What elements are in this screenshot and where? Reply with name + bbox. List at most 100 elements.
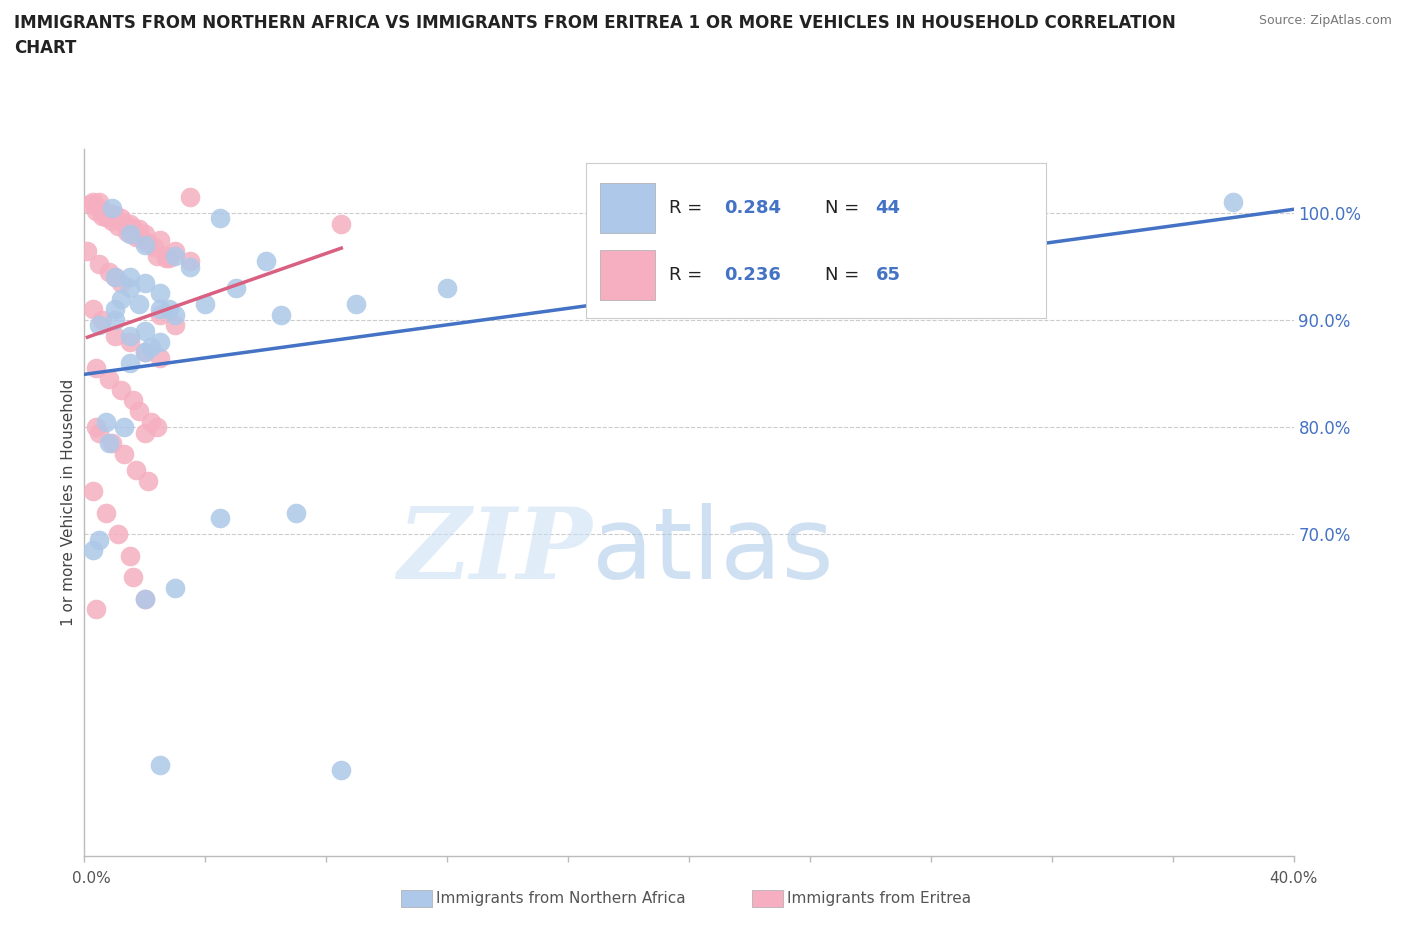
Point (179, 190, 201, 205)
Point (134, 591, 156, 606)
Point (149, 286, 172, 300)
Point (89, 195, 111, 210)
Point (165, 248, 187, 263)
Point (107, 219, 129, 233)
Point (142, 240, 165, 255)
Point (97, 436, 120, 451)
Point (100, 213, 122, 228)
Point (330, 763, 353, 777)
Point (165, 243, 187, 258)
Point (165, 580, 187, 595)
Point (107, 527, 129, 542)
Point (270, 307, 292, 322)
Point (139, 415, 162, 430)
Y-axis label: 1 or more Vehicles in Household: 1 or more Vehicles in Household (60, 379, 76, 626)
Point (194, 297, 217, 312)
Point (225, 281, 247, 296)
Point (118, 270, 141, 285)
Point (110, 211, 132, 226)
Point (165, 307, 187, 322)
Text: atlas: atlas (592, 503, 834, 600)
Point (104, 302, 127, 317)
Point (285, 506, 308, 521)
Point (100, 436, 122, 451)
Point (125, 229, 148, 244)
Point (131, 232, 153, 246)
Point (149, 334, 172, 349)
Point (136, 235, 159, 250)
Text: IMMIGRANTS FROM NORTHERN AFRICA VS IMMIGRANTS FROM ERITREA 1 OR MORE VEHICLES IN: IMMIGRANTS FROM NORTHERN AFRICA VS IMMIG… (14, 14, 1175, 32)
Point (134, 275, 156, 290)
Point (89, 318, 111, 333)
Text: ZIP: ZIP (398, 503, 592, 600)
Point (94, 415, 117, 430)
Point (1222, 195, 1244, 210)
Text: CHART: CHART (14, 39, 76, 57)
Point (118, 334, 141, 349)
Point (97, 372, 120, 387)
Point (146, 248, 169, 263)
Point (104, 329, 127, 344)
Point (330, 217, 353, 232)
Point (86, 602, 108, 617)
Point (86, 204, 108, 219)
Point (149, 307, 172, 322)
Point (346, 297, 368, 312)
Point (157, 302, 180, 317)
Point (112, 446, 135, 461)
Point (134, 345, 156, 360)
Text: Immigrants from Eritrea: Immigrants from Eritrea (787, 891, 972, 906)
Point (134, 227, 156, 242)
Point (436, 281, 458, 296)
Point (104, 207, 127, 222)
Point (110, 275, 132, 290)
Point (134, 591, 156, 606)
Point (149, 351, 172, 365)
Text: 40.0%: 40.0% (1270, 871, 1317, 886)
Point (76, 243, 98, 258)
Point (86, 361, 108, 376)
Text: 0.0%: 0.0% (72, 871, 111, 886)
Point (115, 225, 138, 240)
Point (112, 215, 135, 230)
Point (118, 227, 141, 242)
Point (89, 257, 111, 272)
Point (149, 757, 172, 772)
Point (139, 339, 162, 354)
Point (254, 254, 277, 269)
Point (89, 200, 111, 215)
Point (155, 248, 177, 263)
Point (89, 532, 111, 547)
Text: Immigrants from Northern Africa: Immigrants from Northern Africa (436, 891, 686, 906)
Point (155, 250, 177, 265)
Point (179, 254, 201, 269)
Point (89, 425, 111, 440)
Point (94, 210, 117, 225)
Point (86, 419, 108, 434)
Point (209, 211, 232, 226)
Point (830, 190, 852, 205)
Point (128, 221, 150, 236)
Point (149, 232, 172, 247)
Point (112, 419, 135, 434)
Point (121, 220, 143, 235)
Point (118, 281, 141, 296)
Point (118, 217, 141, 232)
Point (121, 393, 143, 408)
Point (121, 570, 143, 585)
Point (134, 238, 156, 253)
Point (79, 197, 101, 212)
Point (97, 264, 120, 279)
Point (118, 355, 141, 370)
Point (209, 511, 232, 525)
Point (94, 506, 117, 521)
Point (104, 270, 127, 285)
Point (82, 302, 104, 317)
Point (97, 206, 120, 220)
Point (128, 297, 150, 312)
Point (134, 425, 156, 440)
Point (110, 291, 132, 306)
Point (91, 209, 114, 224)
Point (91, 312, 114, 327)
Point (100, 200, 122, 215)
